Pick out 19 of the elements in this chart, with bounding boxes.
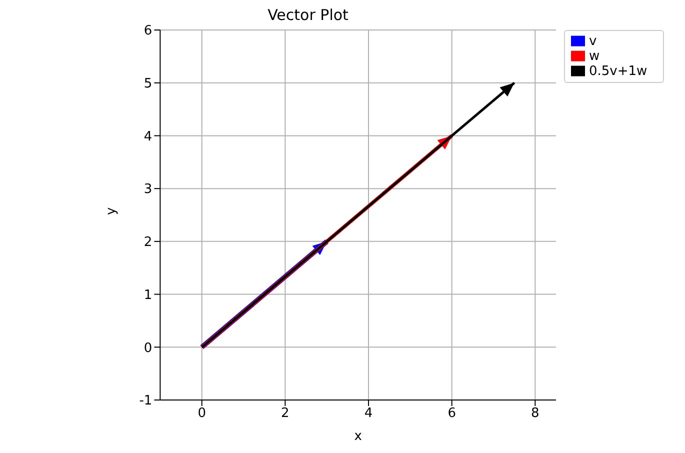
chart-title: Vector Plot bbox=[266, 6, 350, 24]
y-tick-label: 4 bbox=[144, 129, 152, 144]
x-tick-label: 4 bbox=[364, 406, 373, 422]
x-tick-label: 0 bbox=[198, 406, 206, 422]
x-tick-label: 6 bbox=[448, 406, 456, 422]
y-axis-title: y bbox=[104, 207, 119, 215]
legend-label: v bbox=[589, 34, 597, 49]
y-tick-label: 0 bbox=[144, 340, 152, 356]
legend-label: 0.5v+1w bbox=[589, 64, 648, 79]
x-tick-label: 8 bbox=[531, 406, 540, 422]
y-tick-label: -1 bbox=[139, 394, 152, 409]
y-tick-label: 6 bbox=[144, 24, 152, 39]
legend-label: w bbox=[589, 49, 600, 64]
y-tick-label: 3 bbox=[144, 182, 152, 198]
y-tick-label: 5 bbox=[144, 76, 152, 92]
y-tick-label: 1 bbox=[144, 288, 152, 303]
x-tick-label: 2 bbox=[281, 406, 290, 422]
y-tick-label: 2 bbox=[144, 235, 152, 250]
x-axis-title: x bbox=[354, 429, 362, 444]
